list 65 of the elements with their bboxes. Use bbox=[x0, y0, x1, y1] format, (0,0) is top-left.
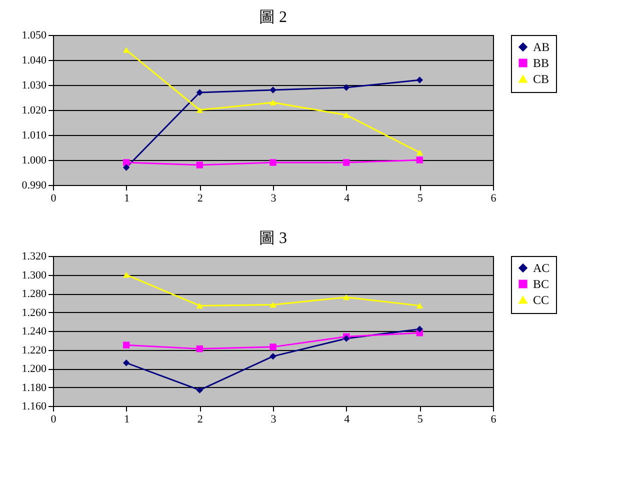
x-tick-label: 0 bbox=[50, 192, 57, 204]
point bbox=[270, 86, 276, 94]
x-tick-label: 5 bbox=[417, 414, 424, 426]
legend-label: CC bbox=[533, 293, 550, 307]
point bbox=[122, 164, 130, 171]
x-tick-label: 2 bbox=[197, 414, 203, 426]
point bbox=[342, 294, 350, 300]
y-tick-label: 1.010 bbox=[22, 130, 47, 142]
point bbox=[270, 100, 276, 106]
point bbox=[270, 352, 276, 360]
y-tick-label: 1.260 bbox=[22, 306, 47, 319]
y-tick-label: 1.280 bbox=[22, 288, 47, 300]
x-tick-label: 2 bbox=[197, 192, 203, 204]
y-tick-label: 1.300 bbox=[22, 269, 47, 282]
y-tick-label: 1.240 bbox=[22, 326, 47, 338]
point bbox=[196, 345, 204, 352]
point bbox=[270, 159, 276, 166]
x-tick-label: 0 bbox=[50, 414, 57, 426]
point bbox=[196, 89, 204, 96]
x-tick-label: 1 bbox=[124, 192, 130, 204]
y-tick-label: 1.050 bbox=[22, 30, 47, 42]
x-tick-label: 6 bbox=[490, 192, 497, 204]
legend-label: CB bbox=[533, 72, 550, 86]
point bbox=[122, 159, 130, 166]
legend-label: AB bbox=[533, 40, 550, 54]
point bbox=[196, 107, 204, 113]
point bbox=[196, 386, 204, 394]
y-tick-label: 1.320 bbox=[22, 250, 47, 262]
point bbox=[416, 156, 424, 164]
point bbox=[416, 326, 424, 332]
chart-title: 圖 2 bbox=[259, 9, 287, 26]
point bbox=[416, 302, 424, 309]
y-tick-label: 1.020 bbox=[22, 104, 47, 116]
y-tick-label: 1.000 bbox=[22, 154, 47, 166]
legend-label: BC bbox=[533, 277, 550, 291]
x-tick-label: 6 bbox=[490, 414, 497, 426]
point bbox=[416, 150, 424, 156]
y-tick-label: 1.180 bbox=[22, 382, 47, 394]
y-tick-label: 1.160 bbox=[22, 400, 47, 412]
point bbox=[122, 360, 130, 366]
x-tick-label: 4 bbox=[344, 192, 350, 204]
point bbox=[196, 162, 204, 168]
point bbox=[342, 159, 350, 166]
chart-title: 圖 3 bbox=[259, 230, 287, 247]
y-tick-label: 1.200 bbox=[22, 363, 47, 375]
point bbox=[122, 342, 130, 348]
x-tick-label: 3 bbox=[270, 192, 277, 204]
y-tick-label: 1.030 bbox=[22, 80, 47, 92]
point bbox=[196, 302, 204, 309]
legend-label: BB bbox=[533, 56, 550, 70]
legend-label: AC bbox=[533, 261, 550, 275]
point bbox=[122, 47, 130, 53]
point bbox=[270, 344, 276, 350]
y-tick-label: 1.040 bbox=[22, 54, 47, 66]
x-tick-label: 5 bbox=[417, 192, 424, 204]
x-tick-label: 1 bbox=[124, 414, 130, 426]
point bbox=[122, 272, 130, 278]
point bbox=[416, 76, 424, 84]
point bbox=[270, 302, 276, 308]
point bbox=[342, 112, 350, 118]
point bbox=[342, 84, 350, 91]
x-tick-label: 4 bbox=[344, 414, 350, 426]
y-tick-label: 0.990 bbox=[22, 180, 47, 192]
y-tick-label: 1.220 bbox=[22, 344, 47, 356]
x-tick-label: 3 bbox=[270, 414, 277, 426]
